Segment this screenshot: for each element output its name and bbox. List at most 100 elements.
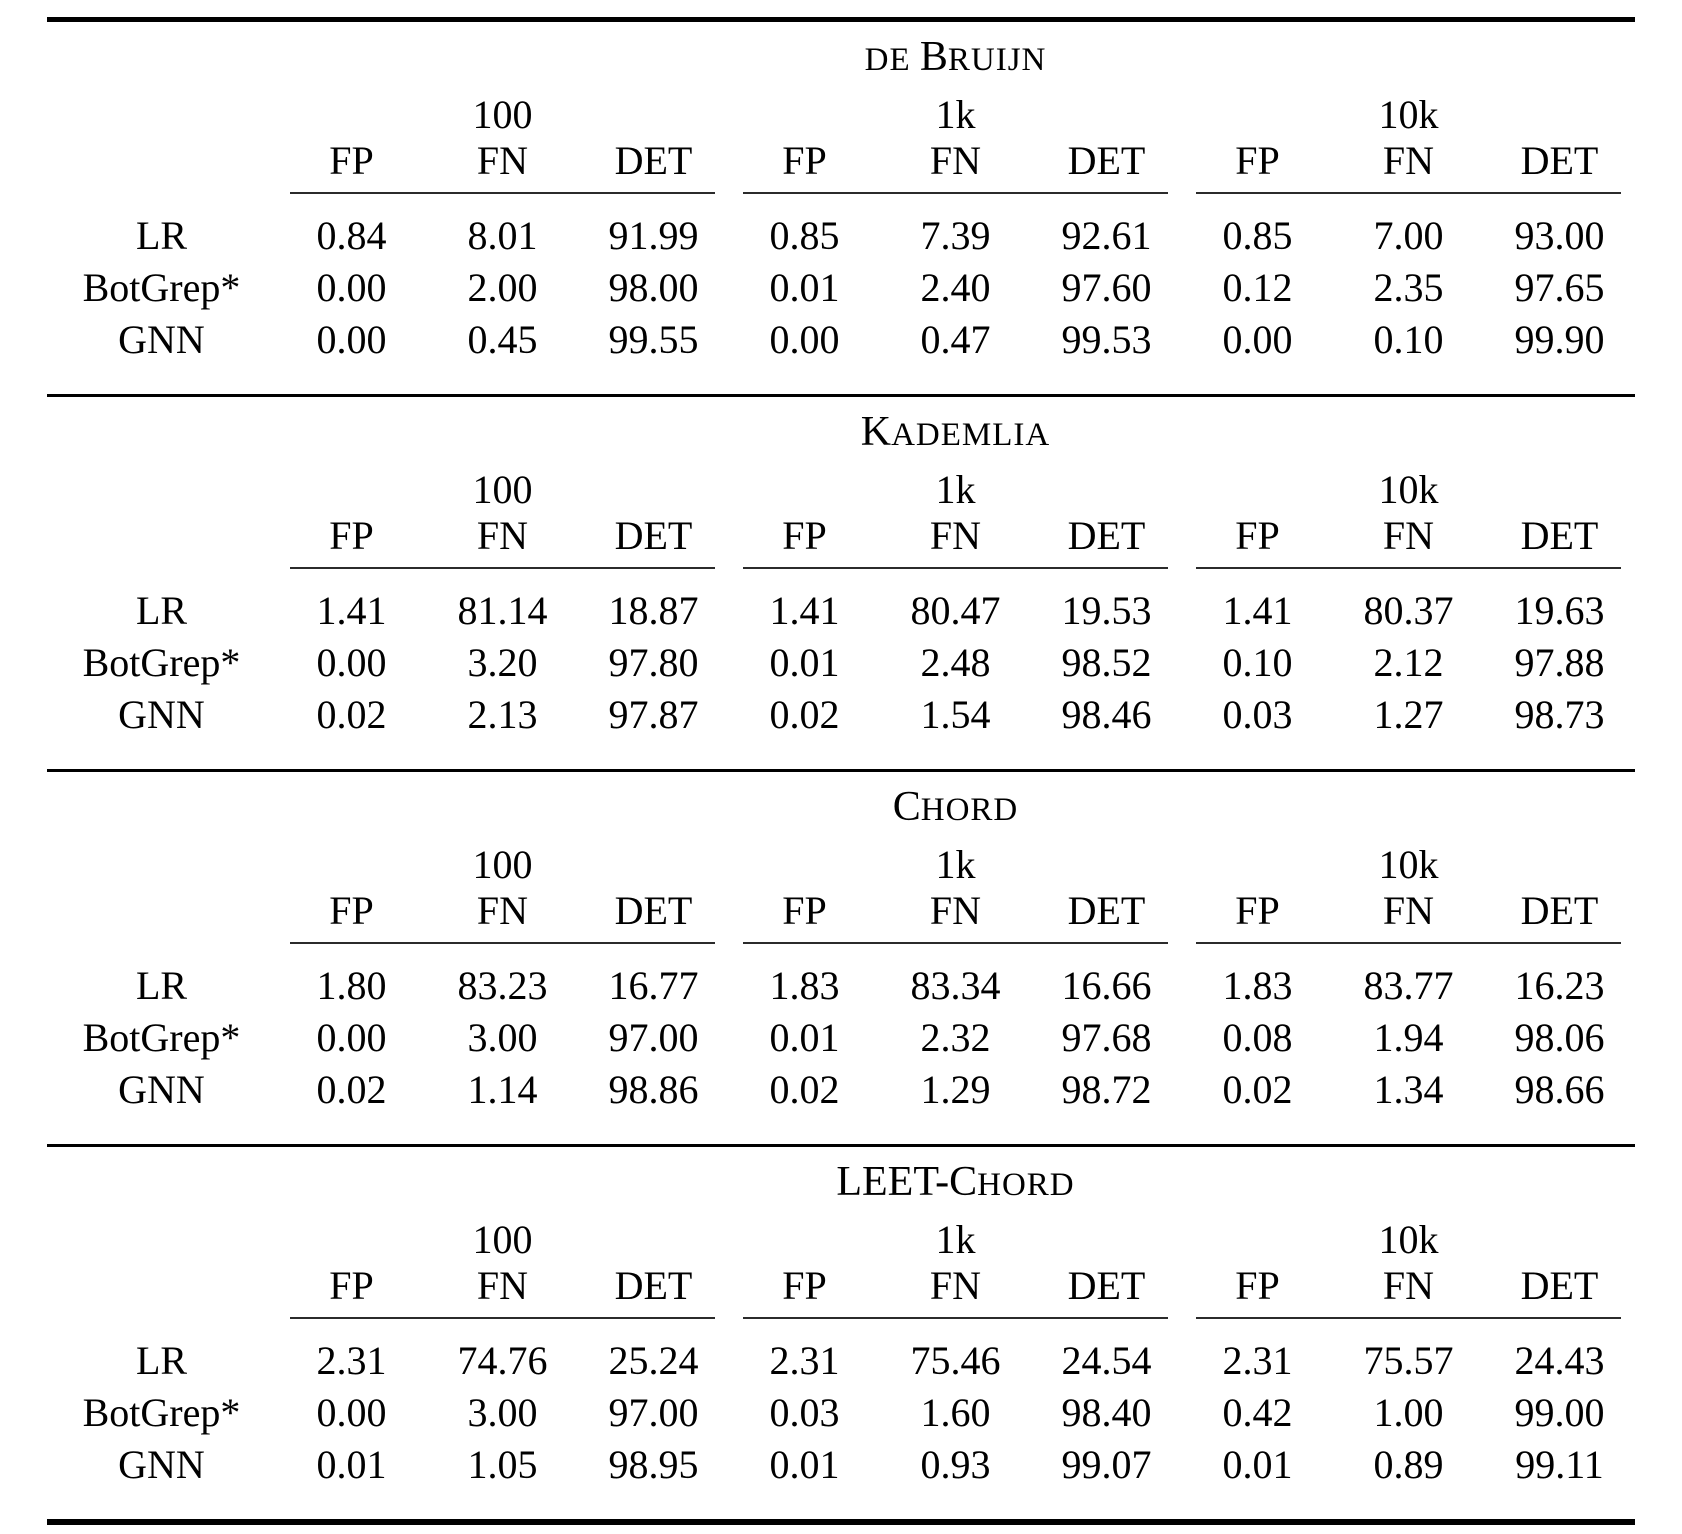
col-header: DET	[1520, 513, 1599, 558]
col-header: FP	[1235, 513, 1280, 558]
value-cell: 80.47	[910, 588, 1001, 633]
value-cell: 0.01	[769, 265, 840, 310]
value-cell: 97.60	[1061, 265, 1152, 310]
col-header: FN	[929, 513, 982, 558]
value-cell: 99.90	[1514, 317, 1605, 362]
group-sizes-row: 100 1k 10k	[47, 1217, 1635, 1263]
value-cell: 1.41	[1222, 588, 1293, 633]
section-title-row: LEET-Chord	[47, 1146, 1635, 1218]
table-row: LR 0.84 8.01 91.99 0.85 7.39 92.61 0.85 7.00 93.0…	[47, 210, 1635, 262]
spacer-cell	[47, 467, 276, 513]
col-header: FP	[782, 513, 827, 558]
value-cell: 75.57	[1363, 1338, 1454, 1383]
value-cell: 92.61	[1061, 213, 1152, 258]
value-cell: 3.00	[467, 1390, 538, 1435]
value-cell: 7.39	[920, 213, 991, 258]
value-cell: 0.89	[1373, 1442, 1444, 1487]
row-label: GNN	[118, 1442, 205, 1487]
value-cell: 0.00	[1222, 317, 1293, 362]
value-cell: 99.55	[608, 317, 699, 362]
size-header: 10k	[1378, 1217, 1439, 1262]
title-segment: de	[864, 42, 920, 78]
value-cell: 98.52	[1061, 640, 1152, 685]
spacer-cell	[47, 934, 276, 960]
col-header: FN	[929, 888, 982, 933]
value-cell: 0.02	[1222, 1067, 1293, 1112]
value-cell: 0.42	[1222, 1390, 1293, 1435]
value-cell: 8.01	[467, 213, 538, 258]
size-header: 1k	[935, 92, 976, 137]
value-cell: 19.63	[1514, 588, 1605, 633]
value-cell: 97.68	[1061, 1015, 1152, 1060]
value-cell: 0.02	[316, 1067, 387, 1112]
value-cell: 98.06	[1514, 1015, 1605, 1060]
section-title-row: Chord	[47, 771, 1635, 843]
spacer-cell	[47, 1263, 276, 1309]
value-cell: 2.12	[1373, 640, 1444, 685]
value-cell: 2.31	[769, 1338, 840, 1383]
value-cell: 0.93	[920, 1442, 991, 1487]
col-header: FP	[329, 1263, 374, 1308]
section-title: Chord	[276, 771, 1635, 843]
spacer-cell	[47, 1116, 1635, 1147]
table-row: BotGrep* 0.00 2.00 98.00 0.01 2.40 97.60 0.12 2.…	[47, 262, 1635, 314]
value-cell: 2.48	[920, 640, 991, 685]
row-label: GNN	[118, 1067, 205, 1112]
col-header: FP	[782, 888, 827, 933]
value-cell: 0.00	[316, 1390, 387, 1435]
value-cell: 3.20	[467, 640, 538, 685]
cmidrule	[290, 192, 715, 194]
spacer-cell	[47, 366, 1635, 397]
value-cell: 97.00	[608, 1390, 699, 1435]
row-label: GNN	[118, 317, 205, 362]
size-header: 100	[472, 1217, 533, 1262]
size-header: 100	[472, 92, 533, 137]
col-header: DET	[1520, 1263, 1599, 1308]
col-header: DET	[1067, 138, 1146, 183]
value-cell: 0.01	[769, 640, 840, 685]
title-segment: ademlia	[891, 417, 1051, 453]
size-header: 10k	[1378, 467, 1439, 512]
row-label: BotGrep*	[82, 640, 241, 685]
row-label: GNN	[118, 692, 205, 737]
value-cell: 99.11	[1515, 1442, 1604, 1487]
value-cell: 1.80	[316, 963, 387, 1008]
title-segment: hord	[920, 792, 1019, 828]
value-cell: 98.46	[1061, 692, 1152, 737]
row-label: BotGrep*	[82, 1390, 241, 1435]
col-header: FP	[1235, 1263, 1280, 1308]
section-leet-chord: LEET-Chord 100 1k 10k FP FN DET FP FN DET FP FN DET L…	[47, 1146, 1635, 1523]
section-spacer-row	[47, 741, 1635, 772]
value-cell: 98.95	[608, 1442, 699, 1487]
row-label: LR	[135, 213, 188, 258]
value-cell: 0.02	[769, 692, 840, 737]
value-cell: 99.07	[1061, 1442, 1152, 1487]
value-cell: 80.37	[1363, 588, 1454, 633]
value-cell: 0.01	[1222, 1442, 1293, 1487]
title-segment: C	[892, 784, 921, 830]
value-cell: 2.31	[316, 1338, 387, 1383]
value-cell: 0.85	[1222, 213, 1293, 258]
value-cell: 2.31	[1222, 1338, 1293, 1383]
value-cell: 97.87	[608, 692, 699, 737]
row-label: LR	[135, 963, 188, 1008]
section-title: de Bruijn	[276, 20, 1635, 93]
value-cell: 83.34	[910, 963, 1001, 1008]
value-cell: 2.00	[467, 265, 538, 310]
value-cell: 1.00	[1373, 1390, 1444, 1435]
value-cell: 0.12	[1222, 265, 1293, 310]
col-headers-row: FP FN DET FP FN DET FP FN DET	[47, 513, 1635, 559]
row-label: BotGrep*	[82, 265, 241, 310]
value-cell: 1.41	[769, 588, 840, 633]
spacer-cell	[47, 888, 276, 934]
section-title: LEET-Chord	[276, 1146, 1635, 1218]
value-cell: 97.80	[608, 640, 699, 685]
cmidrule	[1196, 567, 1621, 569]
cmidrule	[290, 1317, 715, 1319]
spacer-cell	[47, 1491, 1635, 1522]
cmidrule	[743, 192, 1168, 194]
table-row: BotGrep* 0.00 3.00 97.00 0.01 2.32 97.68 0.08 1.…	[47, 1012, 1635, 1064]
value-cell: 74.76	[457, 1338, 548, 1383]
cmidrule-cell	[1182, 934, 1635, 960]
spacer-cell	[47, 842, 276, 888]
